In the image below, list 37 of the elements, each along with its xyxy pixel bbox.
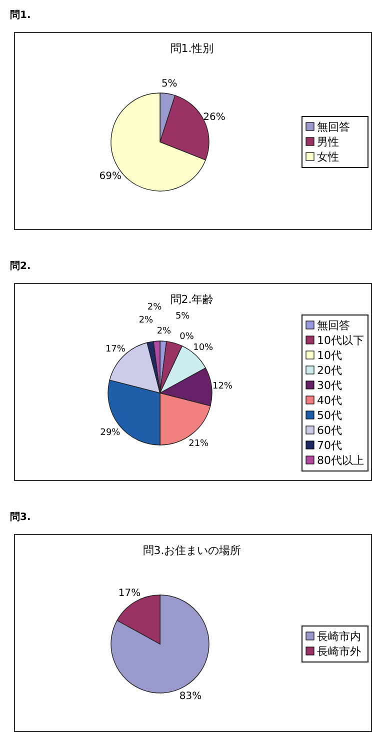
legend-label: 女性 [317, 150, 339, 164]
legend-label: 30代 [317, 379, 342, 392]
data-label: 17% [118, 588, 141, 599]
text: 問1. [10, 9, 31, 21]
data-label: 29% [100, 428, 121, 438]
legend-label: 60代 [317, 424, 342, 437]
legend-label: 40代 [317, 394, 342, 407]
data-label: 21% [188, 438, 210, 449]
legend-label: 無回答 [317, 120, 350, 134]
chart-title: 問3.お住まいの場所 [142, 544, 242, 557]
data-label: 10% [193, 343, 214, 354]
data-label: 2% [156, 326, 172, 336]
legend-label: 20代 [317, 364, 342, 377]
data-label: 5% [175, 311, 190, 322]
data-label: 26% [203, 112, 226, 123]
pie-slice [110, 594, 210, 694]
data-label: 5% [161, 78, 178, 90]
data-label: 69% [99, 171, 122, 182]
chart-title: 問1.性別 [170, 42, 214, 55]
data-label: 2% [138, 315, 154, 326]
legend-label: 70代 [317, 439, 342, 452]
legend-label: 80代以上 [317, 454, 364, 467]
legend-label: 長崎市外 [317, 645, 361, 658]
data-label: 83% [179, 691, 202, 702]
text: 問2. [10, 260, 31, 272]
legend-label: 男性 [317, 136, 339, 148]
legend-label: 10代 [317, 349, 342, 362]
text: 0% [180, 332, 194, 342]
chart-title: 問2.年齢 [170, 293, 214, 306]
text: 問3. [10, 511, 31, 523]
legend-label: 10代以下 [317, 334, 364, 347]
data-label: 12% [212, 381, 233, 392]
legend-label: 50代 [317, 409, 342, 422]
legend-label: 長崎市内 [317, 630, 361, 643]
legend-label: 無回答 [317, 319, 350, 332]
data-label: 2% [147, 302, 162, 312]
data-label: 17% [105, 344, 126, 355]
